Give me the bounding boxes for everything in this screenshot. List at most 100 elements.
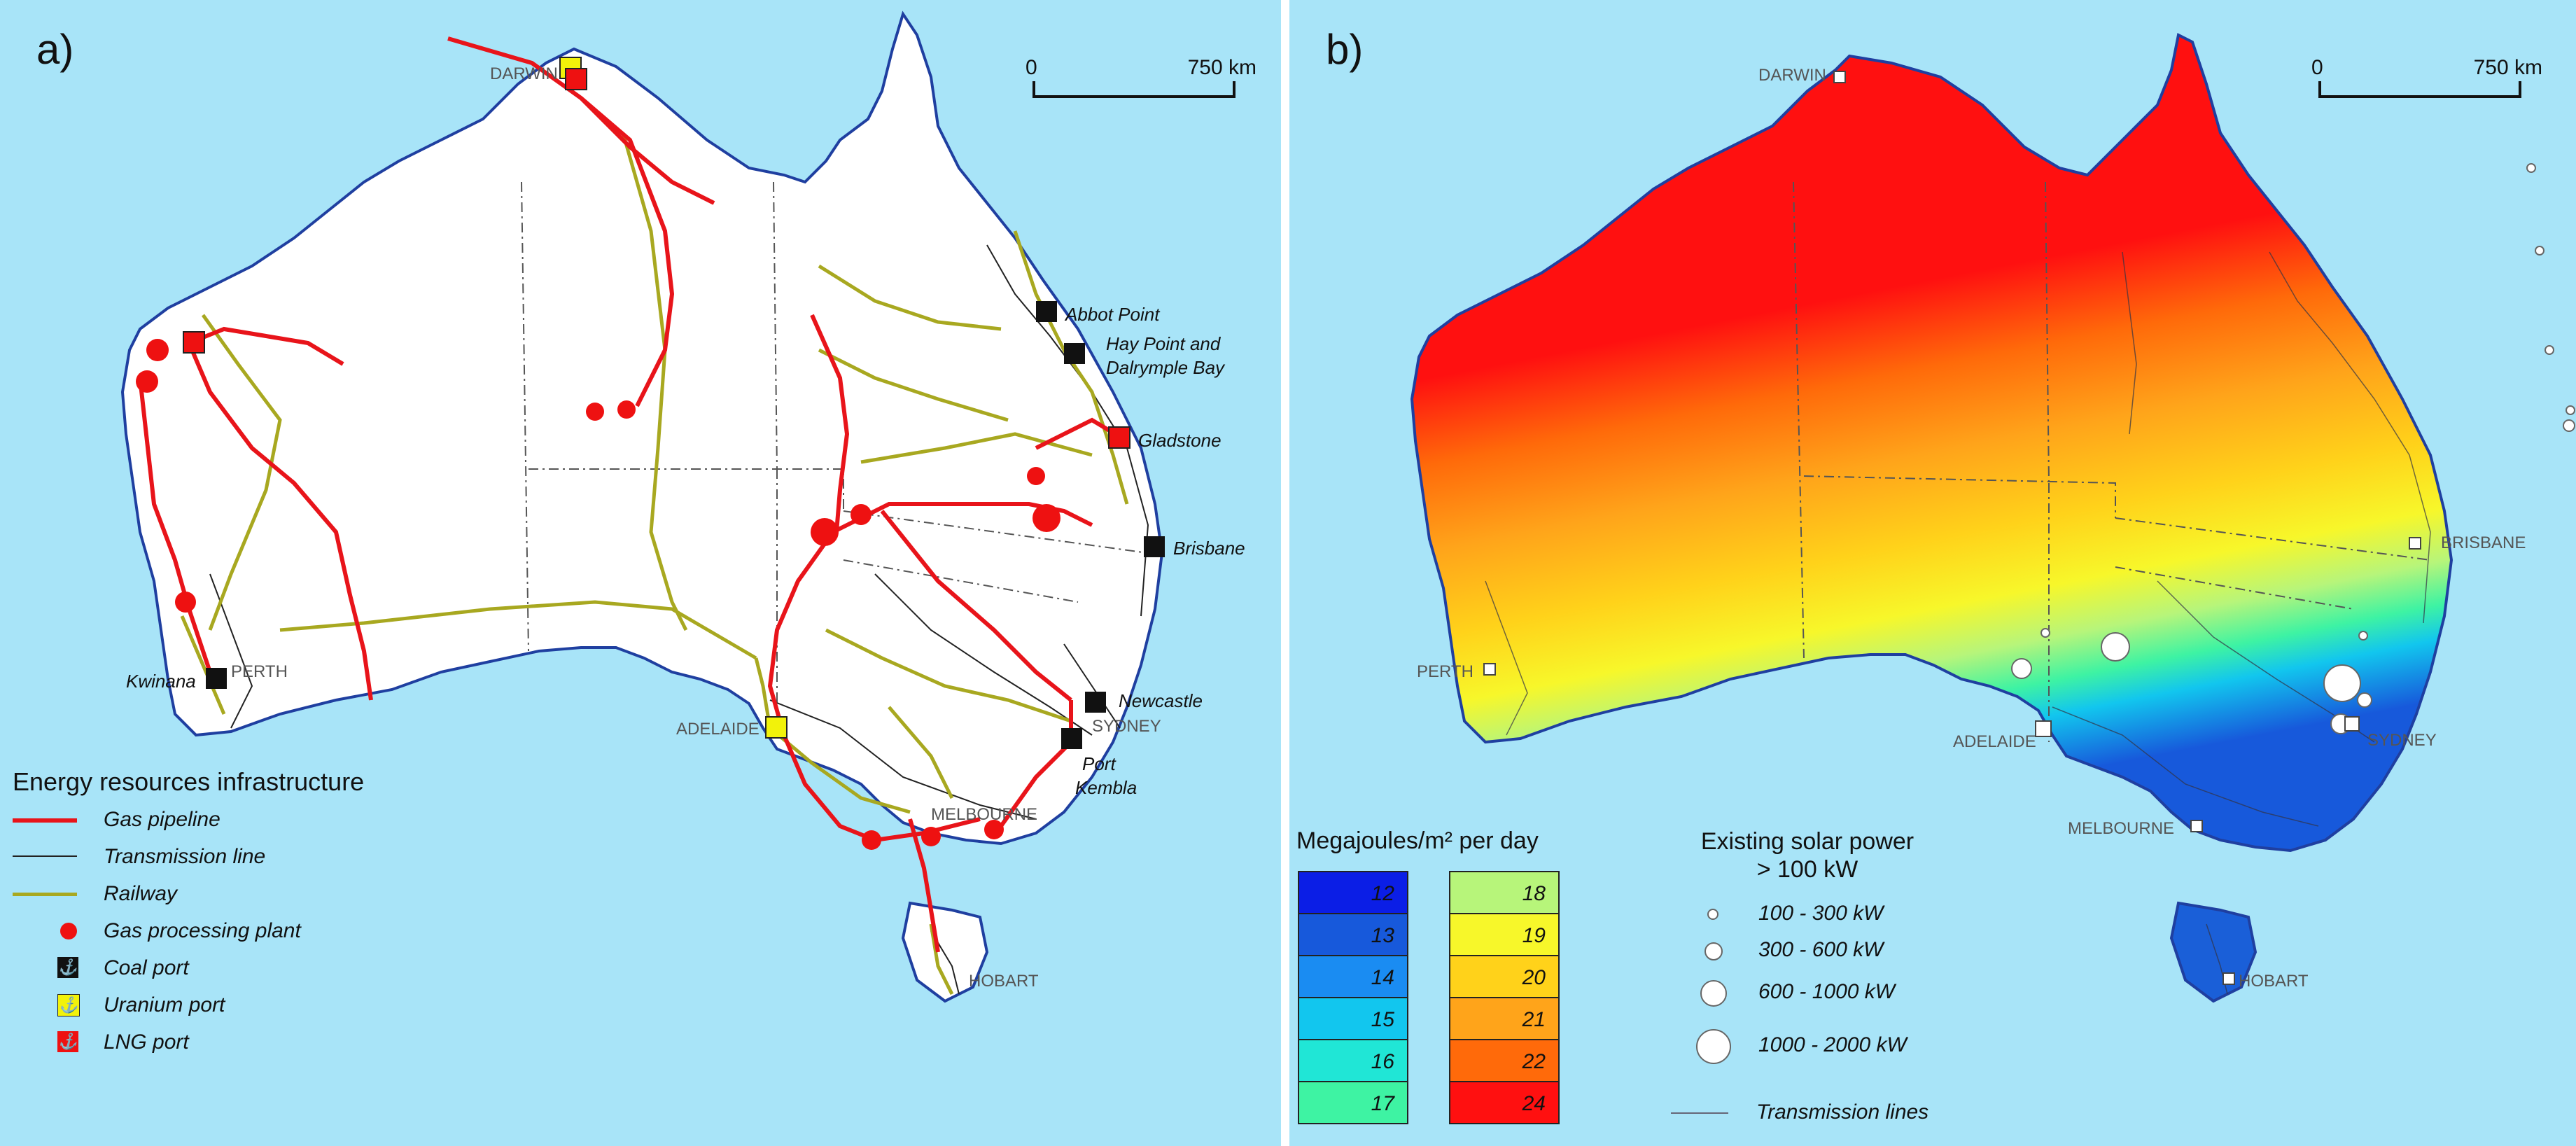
city-marker-perth [1483, 663, 1496, 676]
legend-item-railway: Railway [13, 875, 433, 912]
city-marker-darwin [1833, 71, 1846, 83]
city-label-perth: PERTH [231, 662, 288, 681]
colorbar-swatch: 14 [1298, 956, 1408, 998]
port-label-hay-point: Hay Point and [1106, 333, 1221, 354]
uranium-port-adelaide [765, 716, 788, 739]
city-label-brisbane: BRISBANE [2441, 533, 2526, 552]
solar-size-300-600: 300 - 600 kW [1671, 938, 2021, 980]
solar-installation [2357, 692, 2372, 708]
solar-exposure-map-panel: b) 0 750 km DARWIN PERTH ADELAIDE MELBOU… [1289, 0, 2576, 1146]
solar-installation [2544, 345, 2554, 355]
gas-processing-plants [136, 339, 1060, 850]
solar-power-legend: Existing solar power > 100 kW 100 - 300 … [1671, 827, 2021, 1124]
port-label-newcastle: Newcastle [1119, 690, 1203, 711]
gas-plant [175, 592, 196, 613]
gas-pipeline-swatch [13, 818, 77, 823]
city-marker-sydney [2344, 716, 2360, 732]
legend-item-transmission-lines: Transmission lines [1671, 1100, 1928, 1124]
state-borders [521, 181, 1149, 735]
gas-pipelines [138, 36, 1128, 953]
port-label-brisbane: Brisbane [1173, 538, 1245, 559]
solar-size-circle [1704, 942, 1723, 960]
transmission-line-swatch [1671, 1112, 1728, 1114]
australia-solar-map [1410, 33, 2575, 1003]
solar-installation [2011, 658, 2032, 679]
coal-port-port-kembla [1061, 728, 1082, 749]
solar-installation [2040, 628, 2050, 638]
colorbar-swatch: 21 [1449, 998, 1560, 1040]
anchor-icon: ⚓ [57, 956, 78, 978]
solar-installation [2323, 664, 2361, 702]
anchor-icon: ⚓ [57, 993, 80, 1016]
city-label-hobart: HOBART [969, 972, 1039, 991]
gas-plant [811, 518, 839, 546]
colorbar-low: 12 13 14 15 16 17 [1298, 871, 1408, 1124]
city-label-sydney: SYDNEY [1092, 717, 1161, 736]
city-label-melbourne: MELBOURNE [931, 805, 1038, 824]
legend-title: Energy resources infrastructure [13, 767, 365, 796]
scale-start-label: 0 [2311, 56, 2323, 79]
colorbar-swatch: 13 [1298, 914, 1408, 956]
lng-port-karratha [183, 331, 205, 354]
coal-port-hay-point [1064, 343, 1085, 364]
infrastructure-map-panel: a) 0 750 km DARWIN PERTH ADELAIDE MELBOU… [0, 0, 1281, 1146]
coal-port-newcastle [1085, 692, 1106, 713]
solar-legend-title-line2: > 100 kW [1756, 856, 1858, 883]
scale-bar-b: 0 750 km [2311, 56, 2542, 98]
city-marker-hobart [2222, 972, 2235, 985]
city-marker-adelaide [2035, 720, 2052, 737]
infrastructure-legend: Energy resources infrastructure Gas pipe… [13, 767, 433, 1061]
solar-installation [2535, 246, 2544, 256]
scale-bar-line [2318, 81, 2521, 98]
solar-exposure-legend: Megajoules/m² per day [1296, 827, 1590, 865]
port-label-kwinana: Kwinana [126, 671, 196, 692]
solar-size-1000-2000: 1000 - 2000 kW [1671, 1029, 2021, 1075]
colorbar-swatch: 20 [1449, 956, 1560, 998]
solar-size-circle [1700, 980, 1727, 1007]
mainland-solar-fill [1410, 33, 2454, 853]
solar-size-circle [1707, 909, 1718, 920]
gas-plant [984, 820, 1004, 839]
city-markers-b [1483, 71, 2421, 985]
solar-installation [2101, 632, 2130, 662]
city-label-adelaide: ADELAIDE [676, 720, 760, 739]
gas-plant [617, 400, 636, 419]
scale-start-label: 0 [1026, 56, 1037, 79]
colorbar-swatch: 19 [1449, 914, 1560, 956]
colorbar-swatch: 15 [1298, 998, 1408, 1040]
ports [183, 57, 1165, 749]
gas-plant [862, 830, 881, 850]
legend-item-coal-port: ⚓ Coal port [57, 956, 189, 979]
colorbar-swatch: 24 [1449, 1082, 1560, 1124]
coal-port-abbot-point [1036, 301, 1057, 322]
city-marker-melbourne [2190, 820, 2203, 832]
city-label-melbourne: MELBOURNE [2068, 819, 2175, 838]
tasmania [901, 901, 989, 1003]
gas-plant [136, 370, 158, 393]
gas-plant [921, 827, 941, 846]
city-label-darwin: DARWIN [490, 64, 558, 83]
railways [180, 132, 1129, 995]
legend-item-transmission-line: Transmission line [13, 838, 433, 875]
solar-installations [2011, 163, 2575, 734]
solar-size-circle [1696, 1029, 1731, 1064]
colorbar-swatch: 18 [1449, 872, 1560, 914]
port-label-dalrymple-bay: Dalrymple Bay [1106, 357, 1225, 378]
solar-size-600-1000: 600 - 1000 kW [1671, 980, 2021, 1022]
solar-installation [2566, 405, 2575, 415]
coal-port-brisbane [1144, 536, 1165, 557]
solar-installation [2526, 163, 2536, 173]
coal-port-kwinana [206, 668, 227, 689]
energy-legend-title: Megajoules/m² per day [1296, 827, 1539, 854]
solar-installation [2358, 631, 2368, 641]
gas-plant [1032, 504, 1060, 532]
city-marker-brisbane [2409, 537, 2421, 550]
anchor-icon: ⚓ [57, 1030, 78, 1052]
city-label-perth: PERTH [1417, 662, 1474, 681]
solar-legend-title-line1: Existing solar power [1700, 828, 1914, 855]
colorbar-swatch: 17 [1298, 1082, 1408, 1124]
australia-infrastructure-map [120, 11, 1165, 1003]
gas-plant-swatch [60, 922, 77, 939]
colorbar-swatch: 22 [1449, 1040, 1560, 1082]
transmission-line-swatch [13, 855, 77, 857]
